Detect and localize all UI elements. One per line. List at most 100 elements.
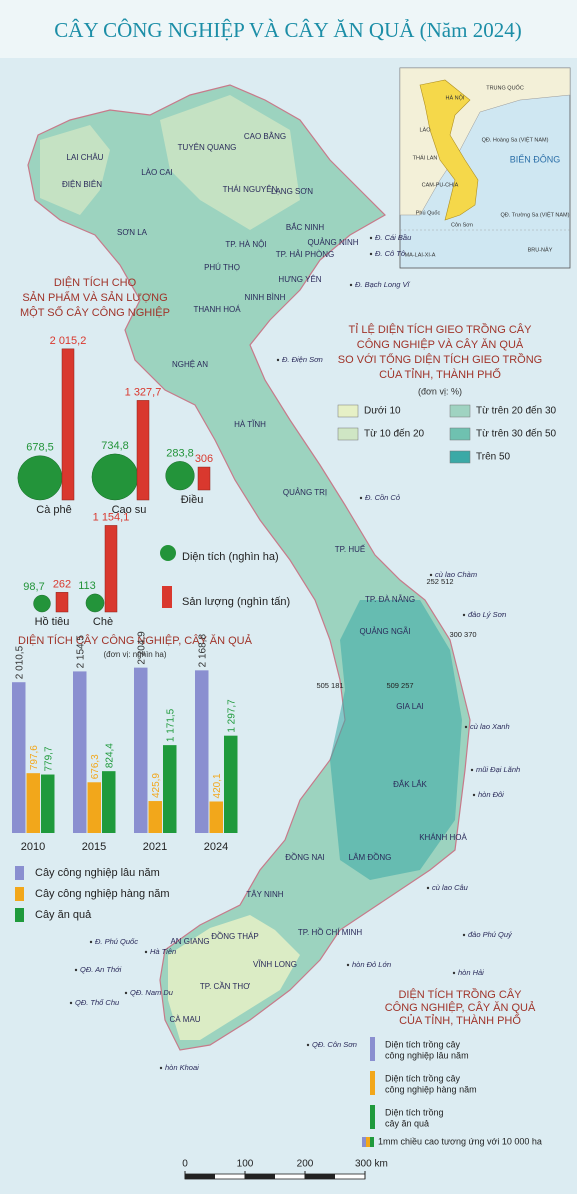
province-label: HÀ TĨNH <box>234 420 266 429</box>
bar-legend-label: Diện tích trồng cây <box>385 1073 461 1083</box>
province-label: NINH BÌNH <box>245 293 286 302</box>
area-value-label: 734,8 <box>101 440 129 452</box>
production-bar <box>197 466 211 491</box>
area-value-label: 1 297,7 <box>226 699 237 733</box>
place-label: Hà Tiên <box>150 947 176 956</box>
scale-note-swatch <box>370 1137 374 1147</box>
title-band <box>0 0 577 58</box>
bar-legend-label: công nghiệp lâu năm <box>385 1050 469 1060</box>
bar-legend-title: DIỆN TÍCH TRỒNG CÂY <box>398 988 522 1001</box>
area-bar <box>224 735 238 833</box>
province-label: VĨNH LONG <box>253 960 297 969</box>
production-bar <box>136 400 150 501</box>
area-value-label: 283,8 <box>166 447 194 459</box>
area-value-label: 676,3 <box>90 754 101 779</box>
scale-tick-label: 300 km <box>355 1159 388 1170</box>
island-dot <box>159 1066 163 1070</box>
province-label: QUẢNG NINH <box>307 238 358 247</box>
island-dot <box>429 573 433 577</box>
province-label: AN GIANG <box>170 937 209 946</box>
area-bar <box>102 771 116 833</box>
year-label: 2010 <box>21 841 45 853</box>
inset-label: TRUNG QUỐC <box>486 84 524 91</box>
island-dot <box>472 793 476 797</box>
bar-legend-label: Diện tích trồng cây <box>385 1039 461 1049</box>
place-label: hòn Hải <box>458 968 484 977</box>
area-value-label: 2 168,8 <box>197 634 208 668</box>
area-chart-title: DIỆN TÍCH CÂY CÔNG NGHIỆP, CÂY ĂN QUẢ <box>18 634 253 647</box>
inset-label: Côn Sơn <box>451 222 473 228</box>
province-label: TP. CẦN THƠ <box>200 981 250 991</box>
legend-bar <box>162 586 172 608</box>
place-label: Đ. Cồn Cỏ <box>365 493 400 502</box>
scale-note-swatch <box>366 1137 370 1147</box>
crop-chart-title: DIỆN TÍCH CHO <box>54 276 137 289</box>
year-label: 2021 <box>143 841 167 853</box>
crop-name: Cao su <box>112 504 147 516</box>
ratio-legend-swatch <box>449 404 471 418</box>
legend-bubble <box>160 545 176 561</box>
place-label: hòn Đôi <box>478 790 504 799</box>
legend-swatch <box>15 866 24 880</box>
inset-label: BRU-NÂY <box>528 246 553 253</box>
island-dot <box>124 991 128 995</box>
ratio-legend-swatch <box>337 427 359 441</box>
production-value-label: 1 154,1 <box>93 511 130 523</box>
area-bar <box>209 801 223 833</box>
crop-name: Điều <box>181 494 204 506</box>
bar-legend-swatch <box>370 1037 375 1061</box>
island-dot <box>369 236 373 240</box>
island-dot <box>346 963 350 967</box>
province-label: QUẢNG TRỊ <box>283 488 327 497</box>
production-bar <box>104 525 118 613</box>
bar-legend-title: CỦA TỈNH, THÀNH PHỐ <box>399 1013 521 1027</box>
province-label: TP. ĐÀ NẴNG <box>365 595 415 604</box>
bar-legend-swatch <box>370 1105 375 1129</box>
legend-swatch <box>15 908 24 922</box>
inset-label: QĐ. Hoàng Sa (VIỆT NAM) <box>482 135 549 143</box>
cut-bar-label: 252 512 <box>426 577 453 586</box>
ratio-legend-swatch <box>337 404 359 418</box>
ratio-legend-title: SO VỚI TỔNG DIỆN TÍCH GIEO TRỒNG <box>338 353 542 366</box>
area-value-label: 824,4 <box>104 743 115 768</box>
cut-bar-label: 509 257 <box>386 681 413 690</box>
legend-label: Diện tích (nghìn ha) <box>182 551 279 563</box>
province-label: GIA LAI <box>396 702 424 711</box>
inset-label: LÀO <box>419 126 431 133</box>
place-label: cù lao Chàm <box>435 570 477 579</box>
scale-bar-segment <box>245 1174 275 1179</box>
year-label: 2024 <box>204 841 228 853</box>
province-label: THANH HOÁ <box>193 305 241 314</box>
inset-label: Phú Quốc <box>416 210 441 216</box>
province-label: CÀ MAU <box>169 1015 200 1024</box>
place-label: đảo Phú Quý <box>468 930 513 939</box>
place-label: QĐ. Côn Sơn <box>312 1040 357 1049</box>
area-bubble <box>17 455 63 501</box>
production-value-label: 1 327,7 <box>125 386 162 398</box>
island-dot <box>74 968 78 972</box>
production-value-label: 306 <box>195 453 213 465</box>
place-label: cù lao Câu <box>432 883 469 892</box>
page-title: CÂY CÔNG NGHIỆP VÀ CÂY ĂN QUẢ (Năm 2024) <box>54 18 521 42</box>
area-value-label: 425,9 <box>151 773 162 798</box>
province-label: TÂY NINH <box>246 890 283 899</box>
province-label: BẮC NINH <box>286 223 324 232</box>
bar-legend-panel <box>355 980 570 1155</box>
cut-bar-label: 300 370 <box>449 630 476 639</box>
bar-legend-label: cây ăn quả <box>385 1118 429 1128</box>
production-bar <box>55 592 69 613</box>
central-dark <box>330 600 462 880</box>
place-label: hòn Đỏ Lớn <box>352 960 391 969</box>
area-bubble <box>85 593 105 613</box>
bar-legend-title: CÔNG NGHIỆP, CÂY ĂN QUẢ <box>385 1001 536 1014</box>
province-label: TP. HÀ NỘI <box>225 240 266 249</box>
province-label: CAO BẰNG <box>244 132 286 141</box>
area-bubble <box>33 594 51 613</box>
legend-label: Cây ăn quả <box>35 909 92 921</box>
ratio-legend-title: CÔNG NGHIỆP VÀ CÂY ĂN QUẢ <box>357 338 524 351</box>
legend-label: Sản lượng (nghìn tấn) <box>182 596 290 608</box>
area-value-label: 420,1 <box>212 773 223 798</box>
area-value-label: 2 154,5 <box>75 635 86 669</box>
